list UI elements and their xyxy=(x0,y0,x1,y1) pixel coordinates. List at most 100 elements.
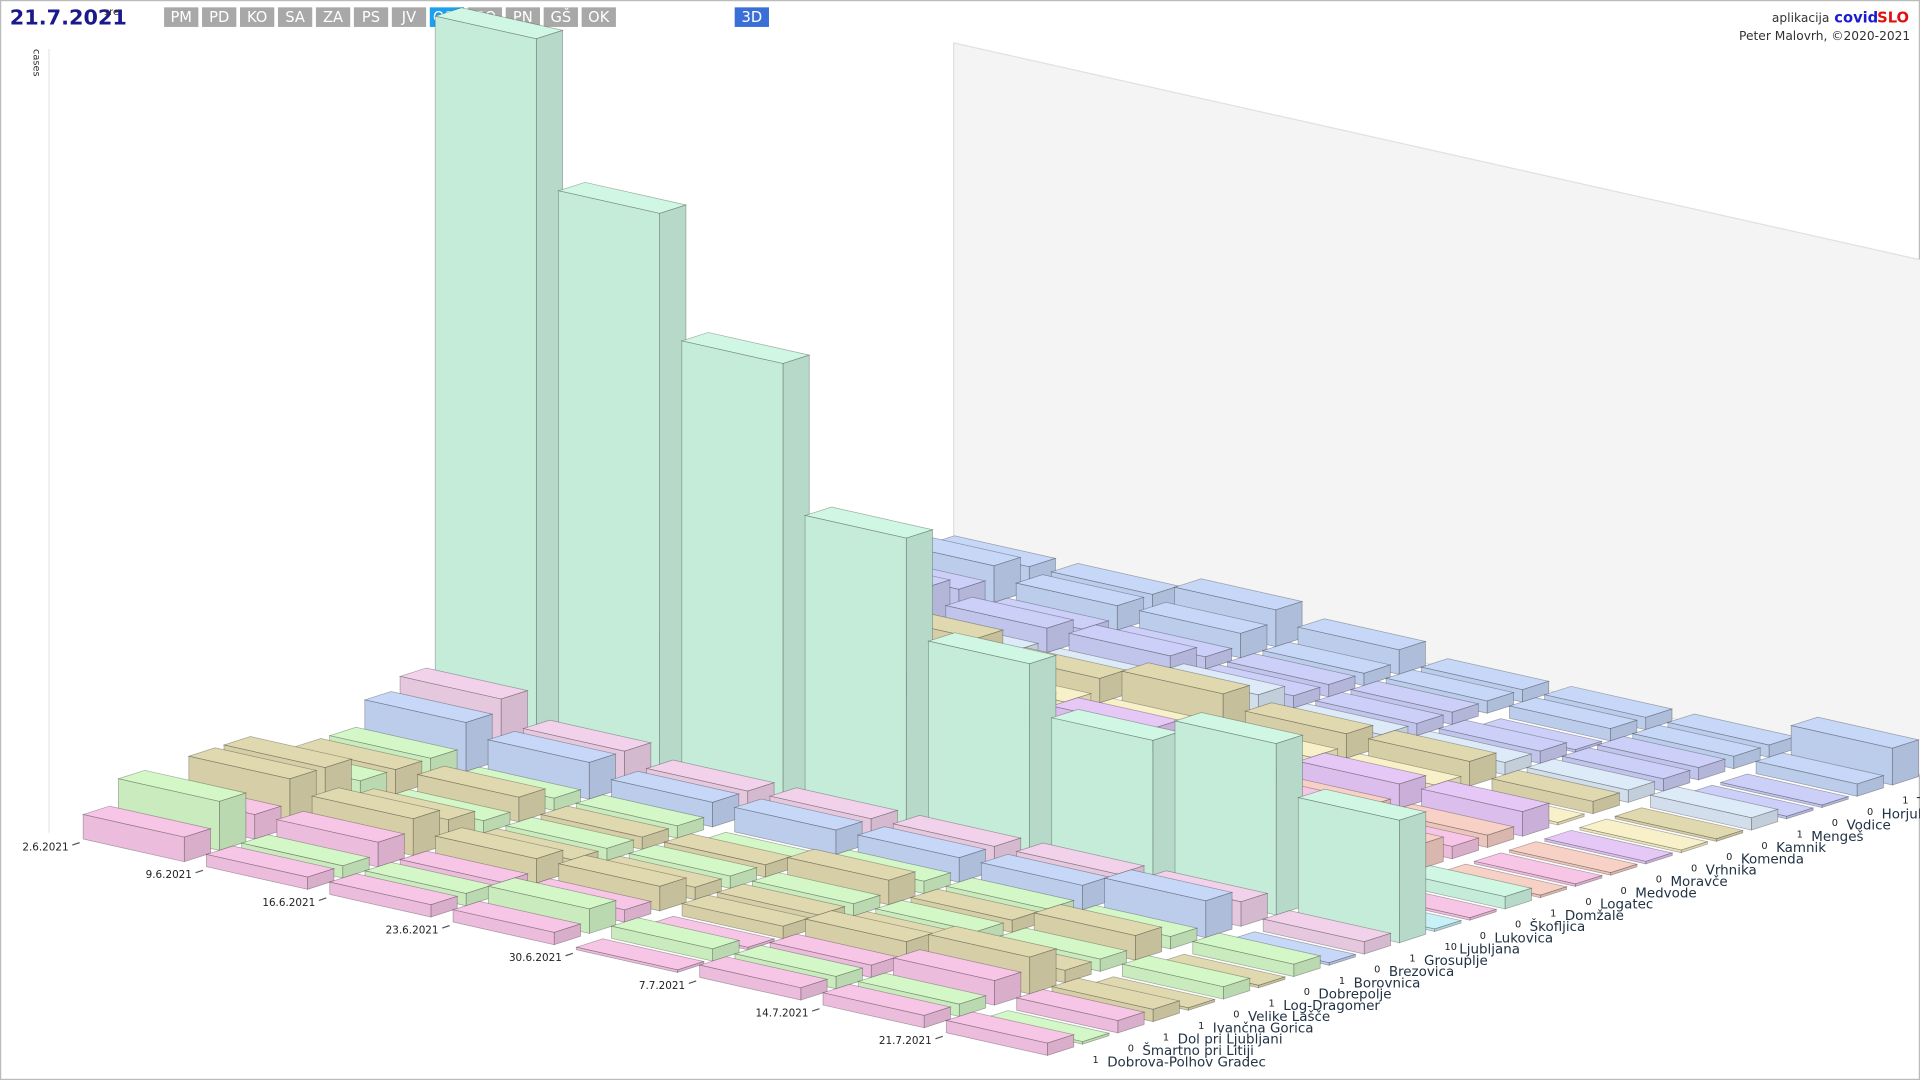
series-label: Log-Dragomer xyxy=(1283,999,1380,1014)
region-button-bg xyxy=(581,7,616,27)
bar xyxy=(1490,769,1621,815)
series-label: Mengeš xyxy=(1811,829,1863,845)
series-label: Logatec xyxy=(1600,898,1653,913)
plot: 3Ig1Trzin0Horjul0Vodice1Mengeš0Kamnik0Ko… xyxy=(22,7,1920,1070)
region-button[interactable]: GŠ xyxy=(543,7,578,27)
region-button-bg xyxy=(391,7,427,27)
series-label: Horjul xyxy=(1882,807,1920,822)
bar-front xyxy=(206,853,308,890)
series-label: Grosuplje xyxy=(1424,954,1488,969)
bar xyxy=(1508,697,1639,742)
region-label: JV xyxy=(401,9,416,26)
region-button[interactable]: ZA xyxy=(315,7,351,27)
region-label: KO xyxy=(247,9,267,26)
bar-side xyxy=(219,792,247,851)
region-button[interactable]: PD xyxy=(202,7,237,27)
mode-button-bg xyxy=(734,7,769,27)
region-label: ZA xyxy=(323,9,343,26)
bar-front xyxy=(1016,997,1119,1034)
bar-front xyxy=(329,881,432,918)
region-button[interactable]: KO xyxy=(240,7,275,27)
end-value-label: 0 xyxy=(1656,875,1662,886)
bar xyxy=(680,332,811,805)
bar-front xyxy=(681,340,784,805)
x-tick xyxy=(442,925,450,929)
bar xyxy=(1191,932,1322,978)
mode-label: 3D xyxy=(742,9,763,26)
region-button[interactable]: JV xyxy=(391,7,427,27)
region-button[interactable]: PS xyxy=(353,7,389,27)
end-value-label: 1 xyxy=(1339,976,1345,987)
app-label: aplikacija xyxy=(1772,11,1829,25)
bar-front xyxy=(1650,794,1752,831)
bar xyxy=(1120,955,1252,1000)
bar xyxy=(698,956,829,1001)
end-value-label: 0 xyxy=(1621,886,1627,897)
region-label: PM xyxy=(170,9,192,26)
bar xyxy=(1508,841,1639,876)
region-label: PS xyxy=(362,9,380,26)
end-value-label: 1 xyxy=(1550,908,1556,919)
bar xyxy=(557,181,688,778)
bar-front xyxy=(1720,781,1823,809)
series-label: Velike Lašče xyxy=(1248,1009,1330,1025)
bar xyxy=(733,798,864,856)
x-tick-label: 21.7.2021 xyxy=(879,1035,932,1047)
bar-front xyxy=(452,909,555,946)
region-button[interactable]: PM xyxy=(164,7,199,27)
region-button-bg xyxy=(277,7,313,27)
series-label: Borovnica xyxy=(1354,976,1421,991)
bar-front xyxy=(734,806,837,856)
end-value-label: 1 xyxy=(1902,796,1908,807)
bar-front xyxy=(1509,705,1611,742)
end-value-label: 0 xyxy=(1515,920,1521,931)
region-button[interactable]: OK xyxy=(581,7,616,27)
app-name-b: SLO xyxy=(1877,9,1909,26)
region-button-bg xyxy=(164,7,199,27)
series-label: Dol pri Ljubljani xyxy=(1178,1033,1283,1048)
bar-front xyxy=(1491,778,1594,815)
x-tick-label: 9.6.2021 xyxy=(146,869,192,881)
weekday: sre xyxy=(104,7,119,18)
series-label: Brezovica xyxy=(1389,965,1454,980)
region-button-bg xyxy=(240,7,275,27)
region-button-bg xyxy=(315,7,351,27)
bar-front xyxy=(576,946,678,973)
series-label: Dobrova-Polhov Gradec xyxy=(1107,1055,1266,1070)
x-tick-label: 14.7.2021 xyxy=(756,1008,809,1020)
bar xyxy=(1103,869,1234,939)
bar xyxy=(821,983,952,1029)
region-button[interactable]: SA xyxy=(277,7,313,27)
end-value-label: 0 xyxy=(1128,1044,1134,1055)
region-button-bg xyxy=(353,7,389,27)
region-label: OK xyxy=(588,9,610,26)
bar xyxy=(1754,752,1885,797)
series-label: Trzin xyxy=(1916,796,1920,811)
series-label: Kamnik xyxy=(1776,841,1826,856)
series-label: Dobrepolje xyxy=(1318,988,1391,1003)
end-value-label: 0 xyxy=(1867,807,1873,818)
bar xyxy=(1789,716,1920,786)
region-button-bg xyxy=(543,7,578,27)
bar xyxy=(1473,852,1604,887)
bar xyxy=(680,894,811,940)
bar-front xyxy=(1121,963,1224,1000)
mode-button[interactable]: 3D xyxy=(734,7,769,27)
bar xyxy=(81,805,213,863)
region-label: SA xyxy=(285,9,305,26)
end-value-label: 0 xyxy=(1832,818,1838,829)
bar xyxy=(1120,662,1251,732)
bar-front xyxy=(822,992,925,1029)
x-tick xyxy=(688,980,697,985)
bar-front xyxy=(611,925,714,962)
bar-front xyxy=(1192,941,1295,977)
bar-front xyxy=(1755,760,1858,797)
x-tick xyxy=(195,869,204,874)
bar-front xyxy=(681,903,784,940)
series-label: Ljubljana xyxy=(1459,943,1520,958)
bar xyxy=(433,7,565,750)
bar xyxy=(1296,788,1428,944)
bar-side xyxy=(1399,811,1427,944)
